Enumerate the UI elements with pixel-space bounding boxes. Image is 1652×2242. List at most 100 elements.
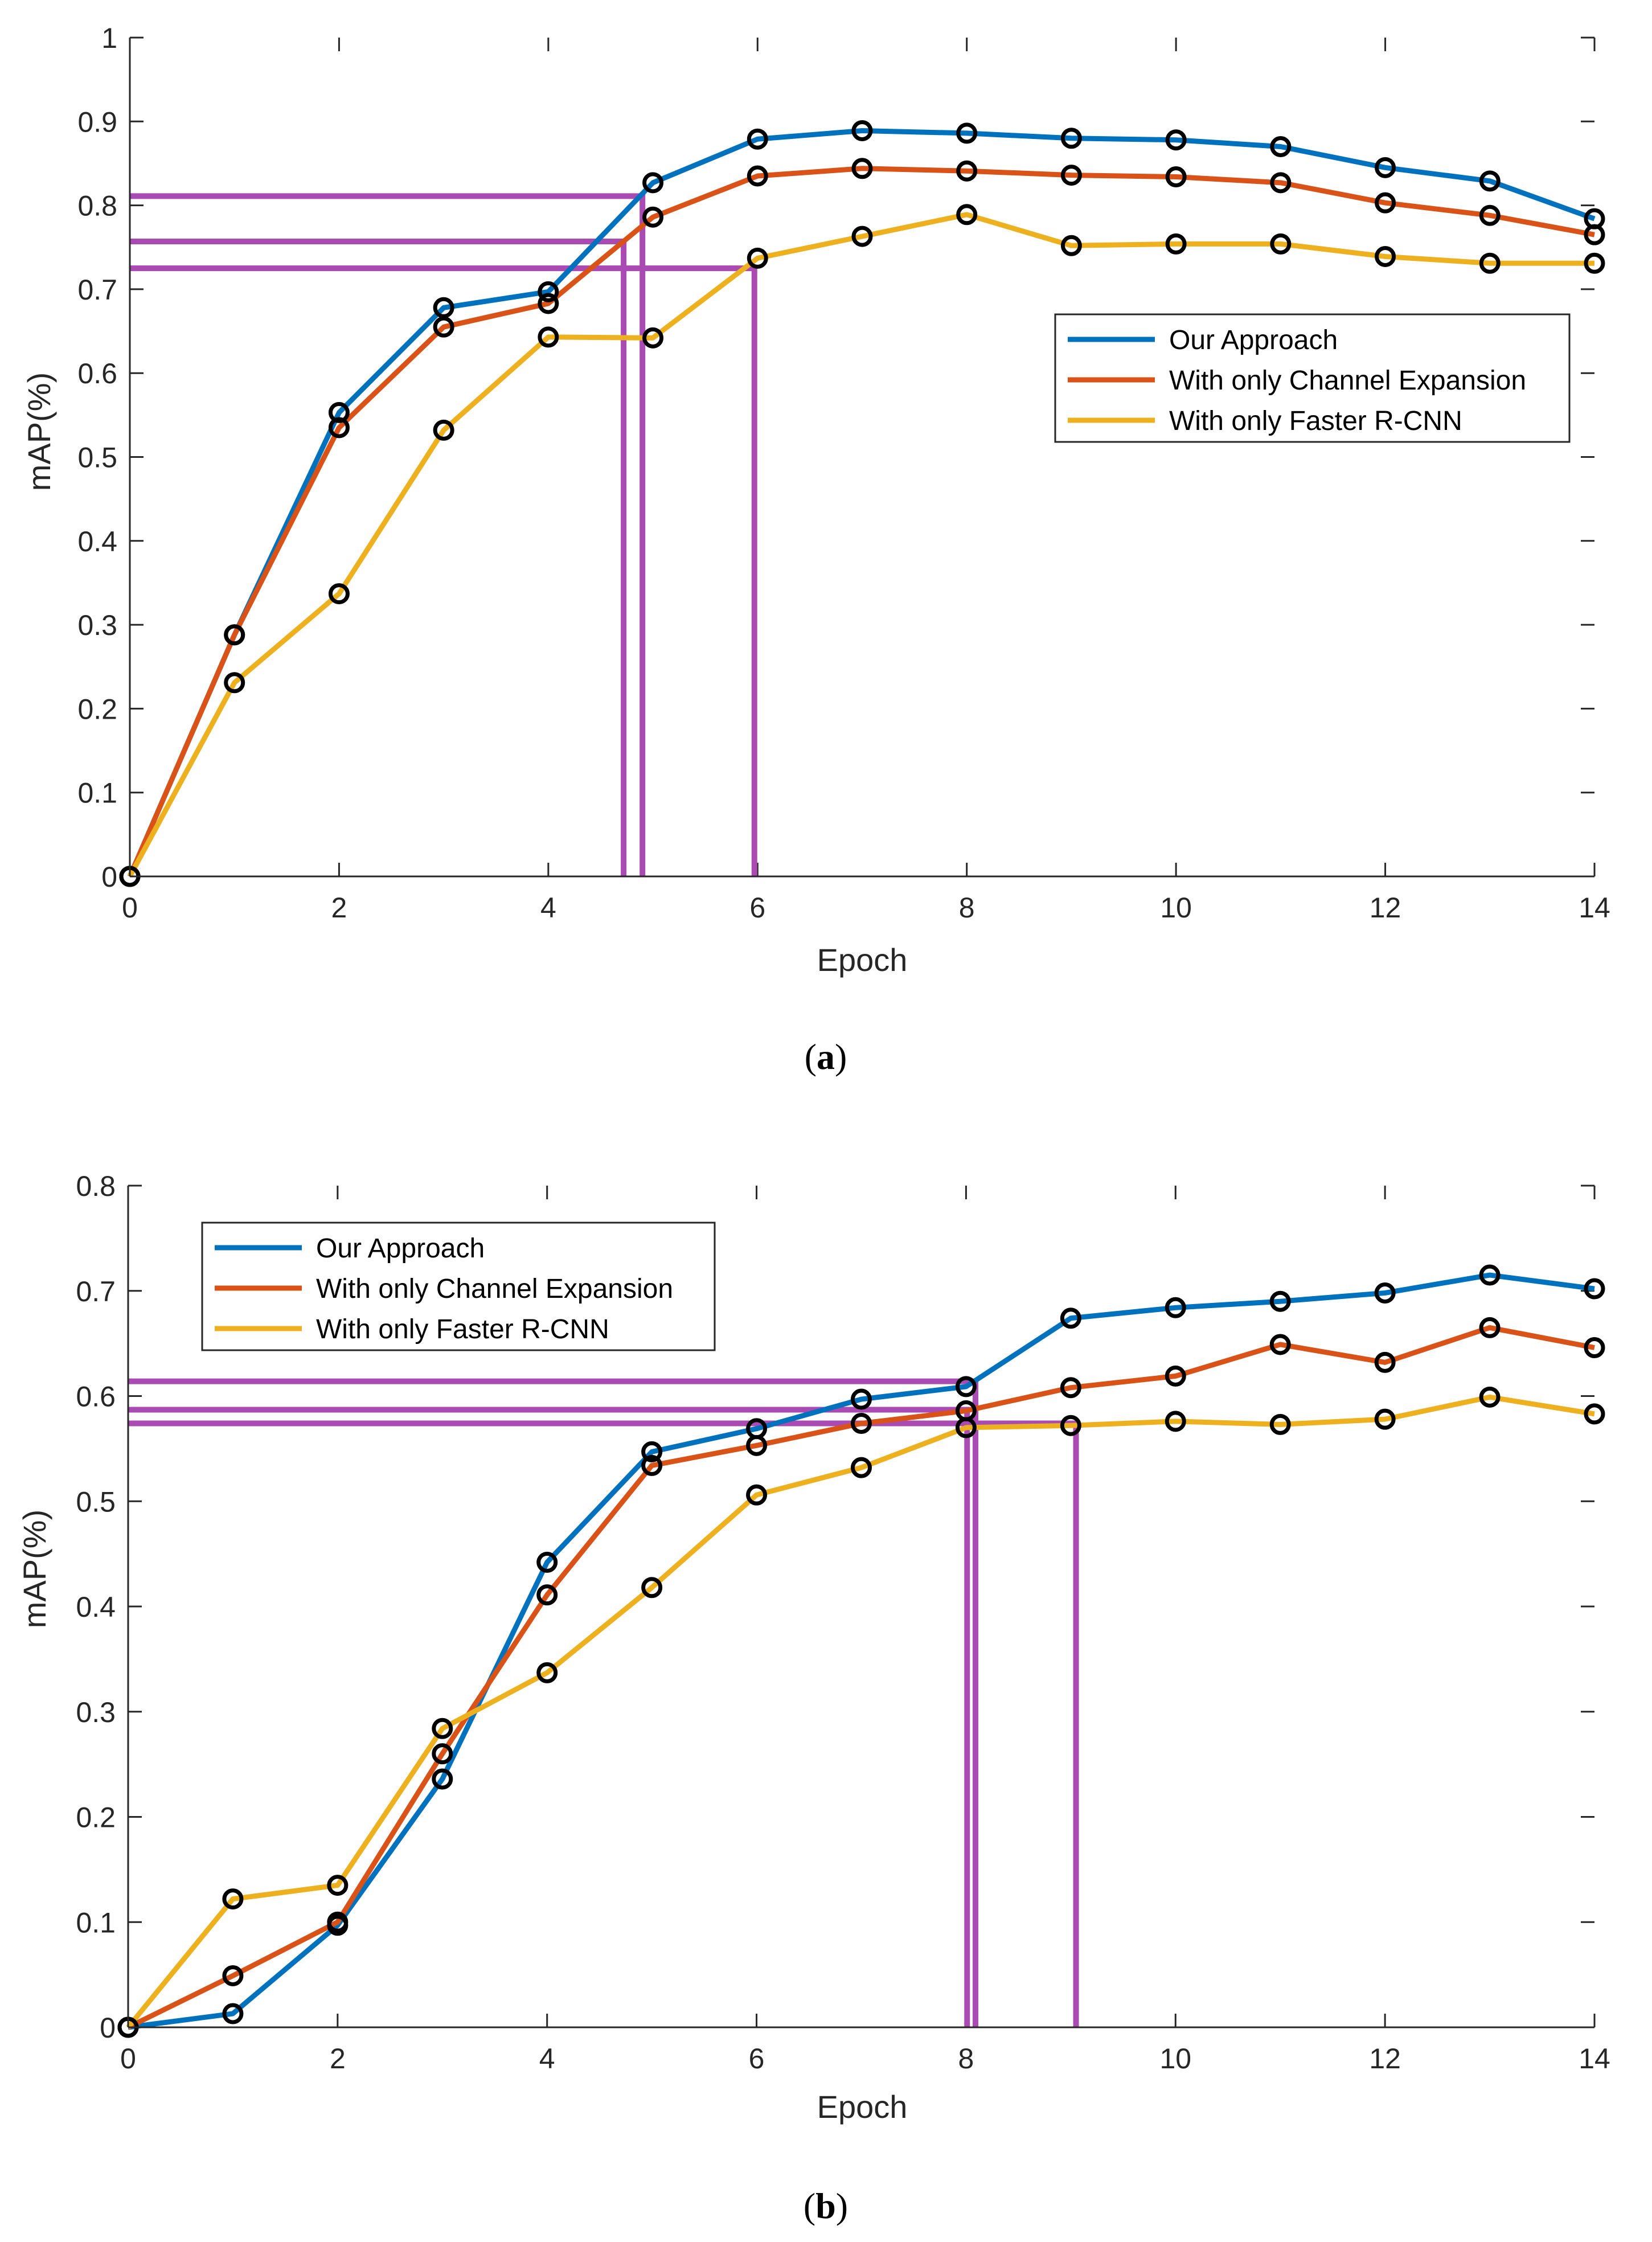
chart-b-reference-line-3 (128, 1420, 1079, 2027)
chart-b-point-channel-expansion (1269, 1334, 1291, 1355)
chart-a-point-faster-rcnn (224, 672, 245, 694)
chart-a-point-channel-expansion (433, 316, 454, 338)
chart-b-legend-label-channel-expansion: With only Channel Expansion (316, 1274, 673, 1304)
chart-a-point-faster-rcnn (538, 326, 559, 348)
chart-a-point-channel-expansion (1375, 192, 1396, 214)
chart-a-legend-label-channel-expansion: With only Channel Expansion (1169, 366, 1526, 396)
chart-b-point-channel-expansion (1060, 1377, 1081, 1399)
chart-a-point-channel-expansion (1165, 166, 1187, 188)
chart-a-point-faster-rcnn (1479, 252, 1501, 274)
chart-b-point-approach (1584, 1278, 1605, 1300)
chart-a-x-axis-label: Epoch (817, 942, 908, 978)
chart-b-point-approach (1060, 1308, 1081, 1329)
chart-b-point-approach (536, 1551, 558, 1573)
chart-b-x-tick-label: 2 (330, 2043, 346, 2075)
chart-b-point-approach (1165, 1297, 1186, 1318)
chart-a-y-tick-label: 0.4 (77, 526, 117, 558)
chart-b-reference-line-1 (128, 1378, 978, 2027)
chart-a-y-tick-label: 0.3 (77, 609, 117, 641)
chart-a-point-faster-rcnn (1375, 245, 1396, 267)
chart-a-series-lines (127, 128, 1596, 878)
chart-a-point-faster-rcnn (1060, 235, 1082, 256)
chart-a-y-tick-label: 0.2 (77, 693, 117, 725)
chart-b-point-faster-rcnn (1269, 1413, 1291, 1435)
chart-a-y-axis-label: mAP(%) (21, 372, 57, 491)
chart-b-point-approach (222, 2003, 244, 2024)
chart-a-x-tick-label: 12 (1370, 892, 1401, 924)
chart-a-x-tick-label: 4 (540, 892, 556, 924)
chart-b-ticks: 0 2 4 6 8 10 12 14 0 0.1 0.2 0.3 0.4 0.5 0.6 0.7 0.8 (76, 1170, 1610, 2075)
chart-a-point-faster-rcnn (1584, 252, 1605, 274)
chart-b-x-axis-label: Epoch (817, 2089, 908, 2125)
chart-b-x-tick-label: 6 (749, 2043, 765, 2075)
chart-a-point-faster-rcnn (956, 204, 978, 226)
chart-b-legend[interactable]: Our Approach With only Channel Expansion W… (201, 1222, 716, 1351)
chart-a-point-faster-rcnn (642, 327, 664, 349)
chart-b-x-tick-label: 4 (539, 2043, 555, 2075)
chart-a-point-channel-expansion (956, 160, 978, 182)
chart-b-reference-line-2 (128, 1407, 970, 2027)
chart-b-y-tick-label: 0.4 (76, 1591, 116, 1623)
chart-b-point-faster-rcnn (746, 1484, 768, 1506)
chart-b-y-axis-label: mAP(%) (17, 1510, 52, 1628)
chart-a-y-tick-label: 0.9 (77, 106, 117, 138)
chart-b-point-approach (432, 1768, 453, 1790)
chart-b-point-channel-expansion (1584, 1337, 1605, 1359)
chart-a-point-faster-rcnn (747, 247, 768, 269)
chart-b-markers (117, 1264, 1605, 2038)
chart-a-point-approach (433, 297, 454, 318)
chart-a-point-approach (1479, 170, 1501, 192)
chart-b-point-channel-expansion (432, 1743, 453, 1765)
chart-a-reference-line-1 (130, 193, 646, 876)
chart-a-point-approach (642, 172, 664, 194)
chart-a-x-tick-label: 14 (1579, 892, 1610, 924)
chart-a-point-channel-expansion (1479, 204, 1501, 226)
chart-a-caption-letter: a (817, 1036, 835, 1077)
chart-b-point-faster-rcnn (536, 1662, 558, 1683)
chart-b-x-tick-label: 8 (958, 2043, 974, 2075)
chart-a-y-tick-label: 0.1 (77, 777, 117, 809)
chart-a-point-approach (956, 122, 978, 144)
chart-a-point-faster-rcnn (851, 226, 873, 247)
chart-b-x-tick-label: 0 (120, 2043, 136, 2075)
chart-a-y-tick-label: 1 (101, 22, 117, 54)
chart-b-line-faster-rcnn (126, 1394, 1595, 2029)
chart-a-point-approach (538, 281, 559, 302)
chart-a-line-channel-expansion (127, 166, 1595, 878)
chart-b-y-tick-label: 0.5 (76, 1486, 116, 1518)
chart-a-line-approach (127, 128, 1596, 878)
chart-b-axes (127, 1186, 1594, 2028)
chart-b-point-channel-expansion (1165, 1365, 1186, 1387)
chart-a-y-tick-label: 0.7 (77, 274, 117, 306)
chart-a-y-tick-label: 0.8 (77, 190, 117, 222)
chart-a-point-channel-expansion (642, 206, 664, 228)
chart-a-point-approach (747, 128, 768, 150)
chart-a-legend-label-approach: Our Approach (1169, 325, 1338, 355)
chart-b-point-approach (1269, 1290, 1291, 1312)
chart-a-y-tick-label: 0 (101, 861, 117, 893)
chart-b: 0 2 4 6 8 10 12 14 0 0.1 0.2 0.3 0.4 0.5 0.6 0.7 0.8 Our… (17, 1170, 1610, 2226)
chart-b-y-tick-label: 0.1 (76, 1907, 116, 1938)
chart-a-x-tick-label: 0 (122, 892, 138, 924)
chart-a-x-tick-label: 2 (331, 892, 347, 924)
chart-b-legend-label-approach: Our Approach (316, 1233, 485, 1264)
chart-a-caption: (a) (805, 1036, 847, 1077)
chart-a-legend[interactable]: Our Approach With only Channel Expansion W… (1054, 313, 1571, 443)
chart-a-point-approach (1375, 157, 1396, 178)
chart-b-y-tick-label: 0.3 (76, 1696, 116, 1728)
chart-b-legend-label-faster-rcnn: With only Faster R-CNN (316, 1314, 609, 1345)
chart-b-point-faster-rcnn (1060, 1415, 1081, 1436)
chart-a-point-channel-expansion (1060, 165, 1082, 186)
chart-b-point-approach (1374, 1282, 1396, 1304)
chart-a-x-tick-label: 8 (959, 892, 975, 924)
chart-b-point-approach (1479, 1264, 1501, 1286)
chart-b-point-faster-rcnn (1374, 1408, 1396, 1430)
chart-b-point-channel-expansion (327, 1911, 349, 1933)
chart-b-x-tick-label: 14 (1579, 2043, 1610, 2075)
chart-b-line-channel-expansion (127, 1325, 1595, 2030)
chart-a-x-tick-label: 10 (1160, 892, 1192, 924)
chart-a-point-approach (1060, 128, 1082, 149)
chart-a-y-tick-label: 0.6 (77, 358, 117, 390)
chart-b-point-faster-rcnn (327, 1875, 349, 1896)
chart-b-point-faster-rcnn (1584, 1403, 1605, 1425)
